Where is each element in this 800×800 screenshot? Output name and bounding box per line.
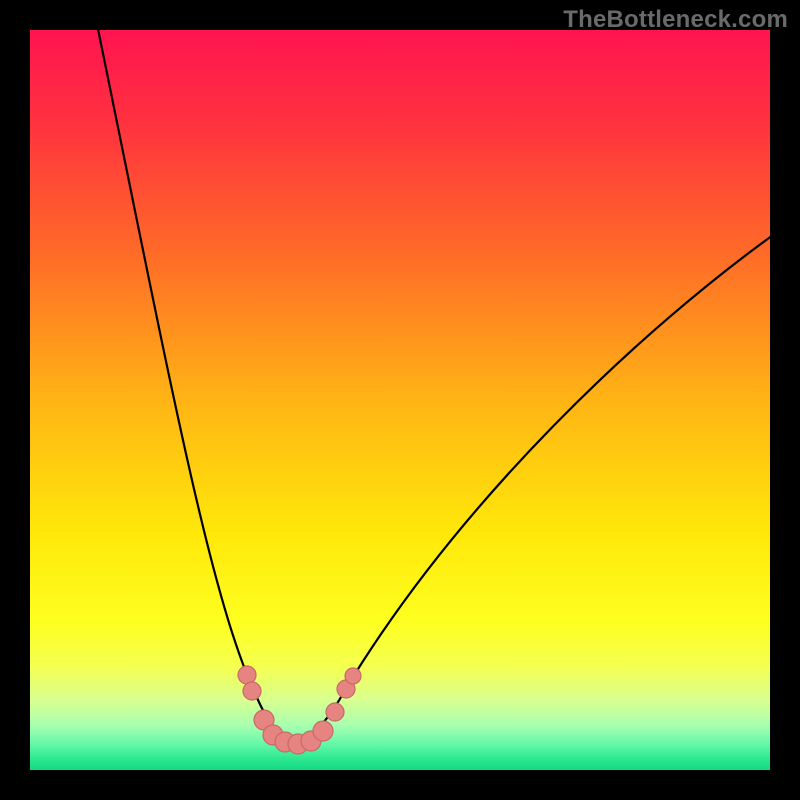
marker-point <box>238 666 256 684</box>
marker-point <box>313 721 333 741</box>
marker-point <box>243 682 261 700</box>
watermark-text: TheBottleneck.com <box>563 6 788 34</box>
bottleneck-chart <box>0 0 800 800</box>
plot-background <box>30 30 770 770</box>
marker-point <box>345 668 361 684</box>
marker-point <box>326 703 344 721</box>
page-root: TheBottleneck.com <box>0 0 800 800</box>
